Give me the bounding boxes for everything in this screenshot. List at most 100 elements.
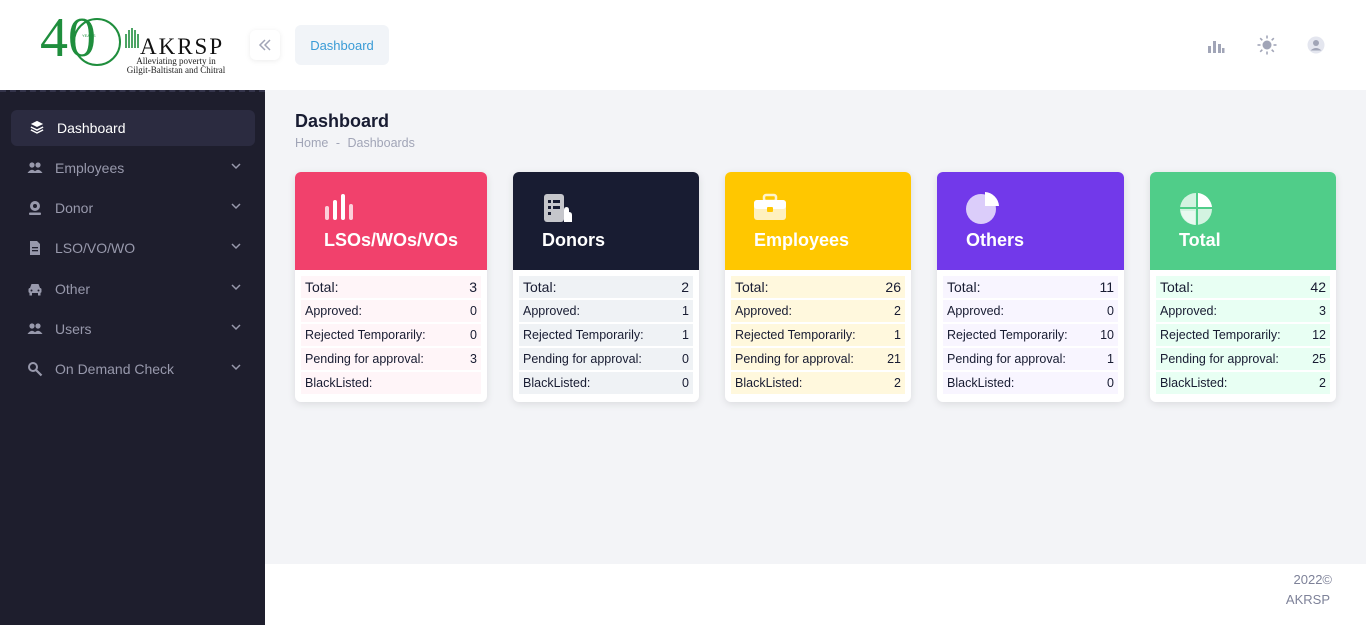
card-header: Total: [1150, 172, 1336, 270]
sidebar-item-label: Employees: [55, 160, 125, 176]
sidebar-item-donor[interactable]: Donor: [11, 190, 255, 226]
card-title: Employees: [754, 230, 850, 250]
row-label: Pending for approval:: [523, 352, 642, 366]
logo-tagline: Alleviating poverty in Gilgit-Baltistan …: [126, 56, 226, 76]
sidebar-item-label: Dashboard: [57, 120, 126, 136]
stat-card-total[interactable]: Total Total: 42 Approved: 3 Rejected Tempo…: [1150, 172, 1336, 402]
row-rejected: Rejected Temporarily: 0: [301, 324, 481, 346]
stat-card-others[interactable]: Others Total: 11 Approved: 0 Rejected Temp…: [937, 172, 1124, 402]
row-blacklisted: BlackListed: 0: [943, 372, 1118, 394]
row-label: Total:: [523, 279, 557, 295]
row-label: Rejected Temporarily:: [305, 328, 426, 342]
sidebar-item-label: LSO/VO/WO: [55, 240, 136, 256]
row-value: 2: [894, 304, 901, 318]
tagline-line-2: Gilgit-Baltistan and Chitral: [126, 65, 226, 76]
row-label: Approved:: [1160, 304, 1217, 318]
stat-card-employees[interactable]: Employees Total: 26 Approved: 2 Rejected T…: [725, 172, 911, 402]
row-value: 0: [682, 376, 689, 390]
akrsp-logo[interactable]: 40 YEARS AKRSP Alleviating poverty in Gi…: [38, 10, 228, 78]
card-title: LSOs/WOs/VOs: [324, 230, 459, 250]
sidebar-item-label: Users: [55, 321, 92, 337]
row-value: 2: [1319, 376, 1326, 390]
breadcrumb-separator: -: [335, 136, 340, 150]
sidebar-item-label: On Demand Check: [55, 361, 175, 377]
row-label: BlackListed:: [947, 376, 1015, 390]
bar-chart-icon[interactable]: [1205, 34, 1227, 56]
row-label: Total:: [305, 279, 339, 295]
stat-card-lsos[interactable]: LSOs/WOs/VOs Total: 3 Approved: 0 Rejected…: [295, 172, 487, 402]
row-label: Total:: [735, 279, 769, 295]
row-blacklisted: BlackListed:: [301, 372, 481, 394]
row-value: 2: [681, 279, 689, 295]
row-value: 3: [469, 279, 477, 295]
double-chevron-left-icon: [258, 39, 271, 51]
sidebar-item-lso-vo-wo[interactable]: LSO/VO/WO: [11, 230, 255, 266]
row-total: Total: 3: [301, 276, 481, 298]
row-value: 12: [1312, 328, 1326, 342]
footer-org[interactable]: AKRSP: [1285, 592, 1330, 607]
card-title: Donors: [542, 230, 605, 250]
tab-dashboard[interactable]: Dashboard: [295, 25, 389, 65]
row-value: 2: [894, 376, 901, 390]
row-value: 0: [470, 328, 477, 342]
sun-icon[interactable]: [1256, 34, 1278, 56]
stat-card-donors[interactable]: Donors Total: 2 Approved: 1 Rejected Tempo…: [513, 172, 699, 402]
sidebar-item-label: Other: [55, 281, 91, 297]
logo-years: YEARS: [82, 33, 96, 38]
chevron-down-icon: [231, 284, 241, 291]
row-approved: Approved: 0: [301, 300, 481, 322]
donor-icon: [29, 201, 41, 215]
page-title: Dashboard: [295, 111, 390, 131]
row-total: Total: 42: [1156, 276, 1330, 298]
row-label: Pending for approval:: [735, 352, 854, 366]
footer: 2022© AKRSP: [265, 564, 1366, 625]
row-value: 11: [1099, 279, 1114, 295]
file-icon: [30, 241, 40, 255]
row-label: Rejected Temporarily:: [947, 328, 1068, 342]
row-label: Approved:: [735, 304, 792, 318]
users-icon: [27, 162, 43, 173]
sidebar-collapse-button[interactable]: [250, 30, 280, 60]
row-label: Total:: [1160, 279, 1194, 295]
tagline-line-1: Alleviating poverty in: [136, 56, 216, 66]
wheat-icon: [125, 28, 139, 48]
sidebar-item-employees[interactable]: Employees: [11, 150, 255, 186]
row-label: BlackListed:: [305, 376, 373, 390]
chevron-down-icon: [231, 364, 241, 371]
card-rows: Total: 2 Approved: 1 Rejected Temporarily:…: [519, 276, 693, 396]
clipboard-hand-icon: [544, 194, 572, 222]
row-rejected: Rejected Temporarily: 10: [943, 324, 1118, 346]
row-label: Pending for approval:: [1160, 352, 1279, 366]
row-value: 3: [470, 352, 477, 366]
row-rejected: Rejected Temporarily: 12: [1156, 324, 1330, 346]
row-approved: Approved: 1: [519, 300, 693, 322]
row-value: 3: [1319, 304, 1326, 318]
row-value: 26: [885, 279, 901, 295]
top-header: 40 YEARS AKRSP Alleviating poverty in Gi…: [0, 0, 1366, 90]
row-value: 0: [682, 352, 689, 366]
breadcrumb-home[interactable]: Home: [295, 136, 329, 150]
row-value: 42: [1310, 279, 1326, 295]
card-header: Donors: [513, 172, 699, 270]
sidebar: Dashboard Employees Donor LSO/VO/WO: [0, 90, 265, 625]
row-label: Approved:: [947, 304, 1004, 318]
row-total: Total: 2: [519, 276, 693, 298]
row-value: 1: [682, 328, 689, 342]
pie-chart-icon: [966, 192, 999, 224]
briefcase-icon: [754, 193, 786, 220]
sidebar-item-other[interactable]: Other: [11, 271, 255, 307]
row-approved: Approved: 3: [1156, 300, 1330, 322]
row-value: 1: [894, 328, 901, 342]
row-label: Pending for approval:: [947, 352, 1066, 366]
row-label: Total:: [947, 279, 981, 295]
user-icon[interactable]: [1305, 34, 1327, 56]
chevron-down-icon: [231, 324, 241, 331]
sidebar-item-users[interactable]: Users: [11, 311, 255, 347]
row-value: 25: [1312, 352, 1326, 366]
car-icon: [28, 284, 42, 296]
row-label: Pending for approval:: [305, 352, 424, 366]
sidebar-item-on-demand-check[interactable]: On Demand Check: [11, 351, 255, 387]
sidebar-item-dashboard[interactable]: Dashboard: [11, 110, 255, 146]
card-header: LSOs/WOs/VOs: [295, 172, 487, 270]
row-blacklisted: BlackListed: 0: [519, 372, 693, 394]
